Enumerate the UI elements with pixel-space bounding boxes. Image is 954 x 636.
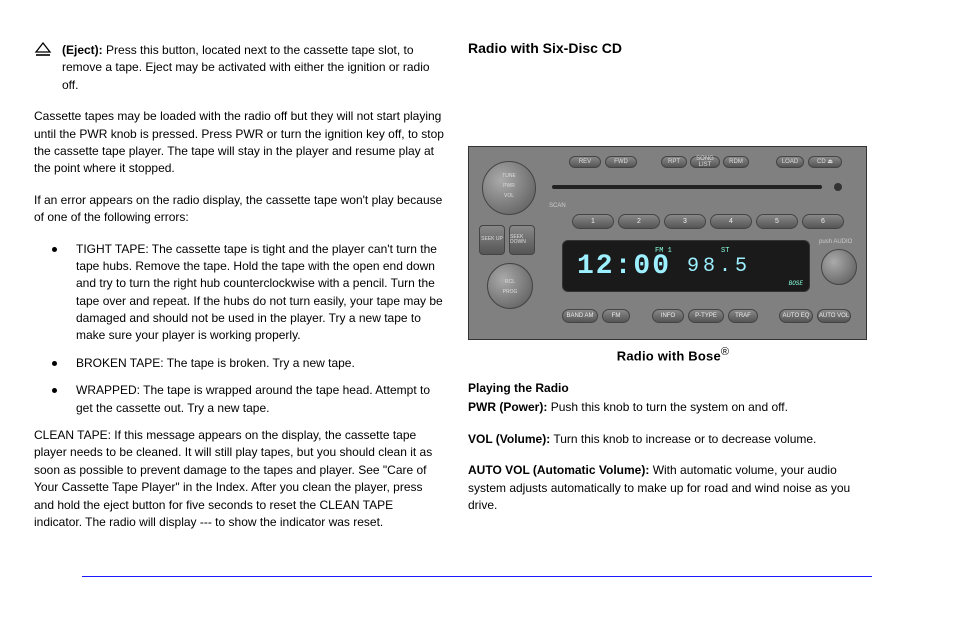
registered-mark: ® <box>721 346 729 358</box>
display-bose: BOSE <box>789 280 803 287</box>
radio-display: FM 1 ST 12:00 98.5 BOSE <box>562 240 810 292</box>
radio-rcl-knob[interactable]: RCL PROG <box>487 263 533 309</box>
knob-label: PROG <box>488 290 532 296</box>
radio-preset-2[interactable]: 2 <box>618 214 660 229</box>
radio-preset-4[interactable]: 4 <box>710 214 752 229</box>
left-column: (Eject): Press this button, located next… <box>34 42 444 545</box>
vol-paragraph: VOL (Volume): Turn this knob to increase… <box>468 431 878 448</box>
radio-btn-fm[interactable]: FM <box>602 309 630 323</box>
page: (Eject): Press this button, located next… <box>0 0 954 636</box>
playing-radio-heading: Playing the Radio <box>468 381 878 395</box>
radio-cd-slot[interactable] <box>552 185 822 189</box>
vol-text: Turn this knob to increase or to decreas… <box>553 432 816 446</box>
radio-preset-1[interactable]: 1 <box>572 214 614 229</box>
radio-preset-3[interactable]: 3 <box>664 214 706 229</box>
eject-paragraph: (Eject): Press this button, located next… <box>62 42 444 94</box>
radio-btn-load[interactable]: LOAD <box>776 156 804 168</box>
radio-btn-rdm[interactable]: RDM <box>723 156 749 168</box>
radio-btn-auto-vol[interactable]: AUTO VOL <box>817 309 851 323</box>
radio-btn-auto-eq[interactable]: AUTO EQ <box>779 309 813 323</box>
vol-label: VOL (Volume): <box>468 432 550 446</box>
error-intro: If an error appears on the radio display… <box>34 192 444 227</box>
list-item: BROKEN TAPE: The tape is broken. Try a n… <box>58 355 444 372</box>
knob-label: VOL <box>483 194 535 200</box>
seek-label: SEEK UP <box>481 237 503 243</box>
radio-power-vol-knob[interactable]: TUNE PWR VOL <box>482 161 536 215</box>
radio-preset-6[interactable]: 6 <box>802 214 844 229</box>
radio-scan-label: SCAN <box>549 203 566 209</box>
auto-vol-label: AUTO VOL (Automatic Volume): <box>468 463 649 477</box>
radio-btn-rpt[interactable]: RPT <box>661 156 687 168</box>
radio-indicator-light <box>834 183 842 191</box>
list-item: WRAPPED: The tape is wrapped around the … <box>58 382 444 417</box>
eject-text: Press this button, located next to the c… <box>62 43 430 92</box>
push-audio-label: push AUDIO <box>819 239 852 245</box>
radio-btn-rev[interactable]: REV <box>569 156 601 168</box>
radio-btn-songlist[interactable]: SONG LIST <box>690 156 720 168</box>
auto-vol-paragraph: AUTO VOL (Automatic Volume): With automa… <box>468 462 878 514</box>
radio-btn-ptype[interactable]: P-TYPE <box>688 309 724 323</box>
right-column: Radio with Six-Disc CD REV FWD RPT SONG … <box>468 40 878 528</box>
radio-btn-info[interactable]: INFO <box>652 309 684 323</box>
radio-seek-down[interactable]: SEEK DOWN <box>509 225 535 255</box>
radio-preset-5[interactable]: 5 <box>756 214 798 229</box>
display-clock: 12:00 <box>577 251 671 282</box>
radio-caption: Radio with Bose® <box>468 346 878 363</box>
radio-btn-fwd[interactable]: FWD <box>605 156 637 168</box>
bottom-rule <box>82 576 872 577</box>
pwr-text: Push this knob to turn the system on and… <box>551 400 788 414</box>
radio-btn-band-am[interactable]: BAND AM <box>562 309 598 323</box>
eject-label: (Eject): <box>62 43 103 57</box>
seek-label: SEEK DOWN <box>510 235 534 246</box>
cassettes-paragraph: Cassette tapes may be loaded with the ra… <box>34 108 444 178</box>
display-frequency: 98.5 <box>687 255 751 278</box>
eject-row: (Eject): Press this button, located next… <box>34 42 444 94</box>
pwr-label: PWR (Power): <box>468 400 547 414</box>
knob-label: TUNE <box>483 174 535 180</box>
caption-text: Radio with Bose <box>617 348 721 363</box>
error-list: TIGHT TAPE: The cassette tape is tight a… <box>34 241 444 418</box>
list-item: TIGHT TAPE: The cassette tape is tight a… <box>58 241 444 345</box>
knob-label: PWR <box>483 184 535 190</box>
eject-icon <box>34 40 52 61</box>
pwr-paragraph: PWR (Power): Push this knob to turn the … <box>468 399 878 416</box>
display-st: ST <box>721 247 729 255</box>
knob-label: RCL <box>488 280 532 286</box>
radio-figure: REV FWD RPT SONG LIST RDM LOAD CD ⏏ TUNE… <box>468 146 867 340</box>
radio-audio-knob[interactable] <box>821 249 857 285</box>
radio-btn-traf[interactable]: TRAF <box>728 309 758 323</box>
clean-tape-paragraph: CLEAN TAPE: If this message appears on t… <box>34 427 444 531</box>
radio-btn-cd-eject[interactable]: CD ⏏ <box>808 156 842 168</box>
right-heading: Radio with Six-Disc CD <box>468 40 878 56</box>
display-fm: FM 1 <box>655 247 672 255</box>
radio-seek-up[interactable]: SEEK UP <box>479 225 505 255</box>
